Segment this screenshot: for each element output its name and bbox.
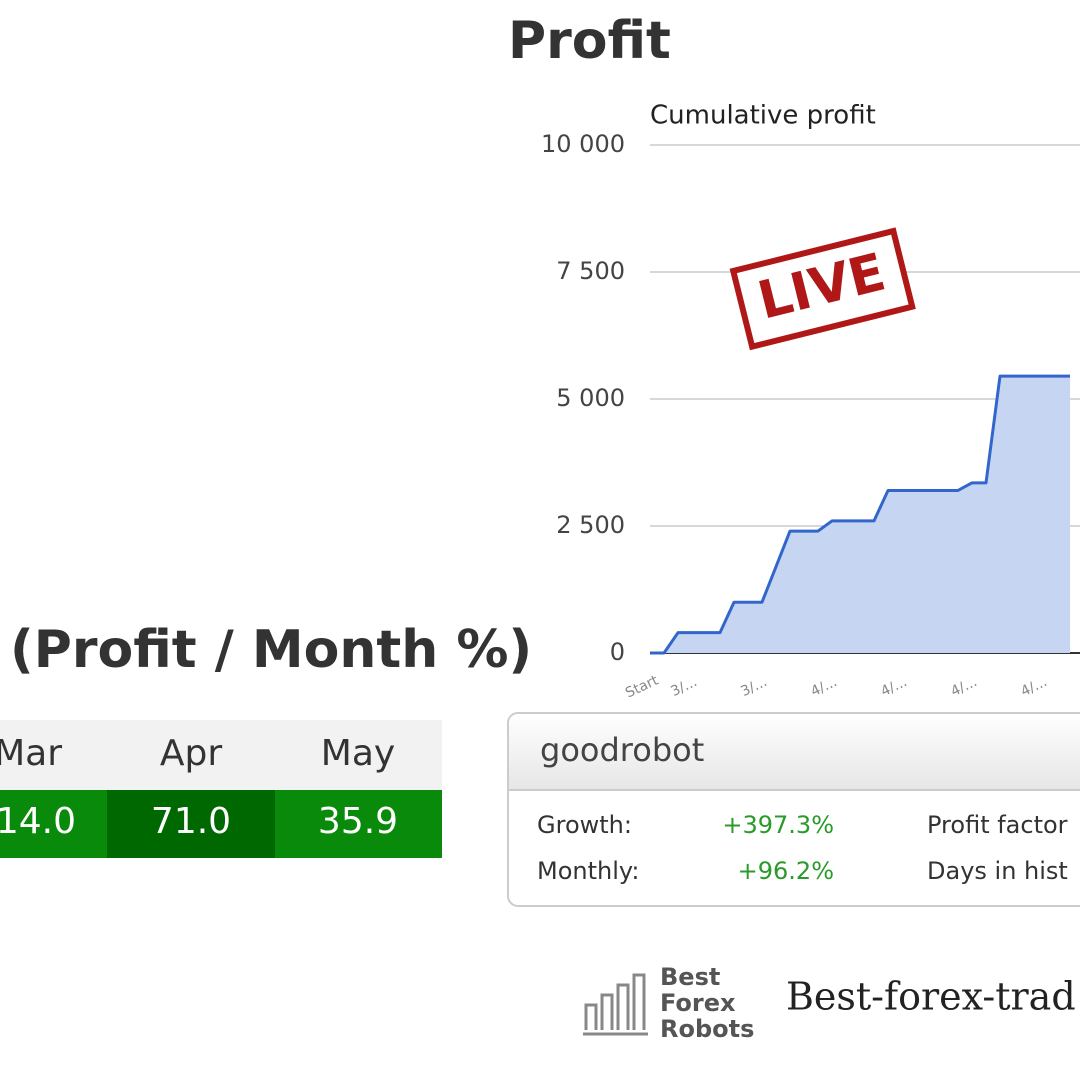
stat-label: Days in hist xyxy=(927,857,1068,885)
y-tick-label: 7 500 xyxy=(556,257,625,285)
plot: 0 2 500 5 000 7 500 10 000 Start 3/... 3/... 4/.… xyxy=(541,130,1080,701)
heading: Profit xyxy=(508,11,671,71)
logo-text: Best xyxy=(660,963,720,991)
month-value: 35.9 xyxy=(318,801,398,842)
y-tick-label: 10 000 xyxy=(541,130,625,158)
logo-text: Robots xyxy=(660,1015,754,1043)
month: Apr xyxy=(160,733,222,774)
month: Mar xyxy=(0,733,62,774)
month-value: 14.0 xyxy=(0,801,76,842)
x-tick-label: 4/... xyxy=(948,674,979,700)
month-value: 71.0 xyxy=(151,801,231,842)
stat-value: +397.3% xyxy=(722,811,834,839)
x-tick-label: 4/... xyxy=(878,674,909,700)
x-tick-label: Start xyxy=(623,672,661,701)
x-tick-label: 3/... xyxy=(738,674,769,700)
stat-label: Profit factor xyxy=(927,811,1068,839)
table-header xyxy=(0,720,442,790)
x-tick-label: 3/... xyxy=(668,674,699,700)
y-tick-label: 5 000 xyxy=(556,384,625,412)
card-title: goodrobot xyxy=(540,731,704,769)
cell xyxy=(275,790,442,858)
x-tick-label: 4/... xyxy=(808,674,839,700)
site-name: Best-forex-trad xyxy=(786,975,1076,1019)
chart-title: Cumulative profit xyxy=(650,101,876,131)
logo-text: Forex xyxy=(660,989,736,1017)
stat-value: +96.2% xyxy=(738,857,834,885)
area xyxy=(650,376,1070,653)
month: May xyxy=(321,733,395,774)
y-tick-label: 0 xyxy=(610,638,625,666)
cell xyxy=(107,790,275,858)
live-stamp: LIVE xyxy=(729,227,916,351)
monthly-title: (Profit / Month %) xyxy=(10,620,532,680)
logo-icon xyxy=(583,973,648,1036)
card-header xyxy=(509,714,1080,790)
line xyxy=(650,374,1070,655)
stat-label: Growth: xyxy=(537,811,632,839)
stamp-border xyxy=(729,227,916,351)
stat-label: Monthly: xyxy=(537,857,639,885)
y-tick-label: 2 500 xyxy=(556,511,625,539)
x-tick-label: 4/... xyxy=(1018,674,1049,700)
cell xyxy=(0,790,107,858)
